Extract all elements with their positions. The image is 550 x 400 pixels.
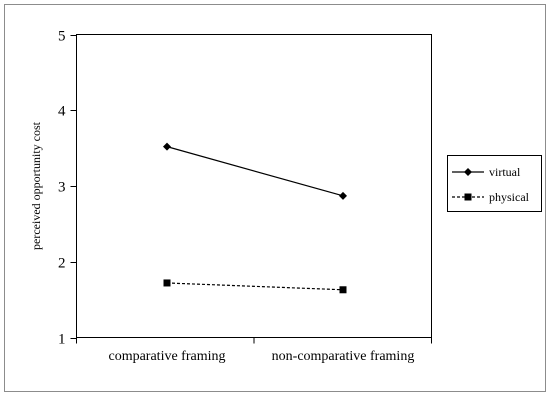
data-point-virtual [339,191,347,200]
y-tick-label: 2 [58,256,66,272]
legend: virtual physical [447,155,542,212]
series-physical [163,279,347,294]
legend-marker [464,193,472,201]
legend-item-physical: physical [452,190,530,204]
series-virtual [163,142,347,200]
legend-marker [464,168,472,176]
legend-box [447,155,542,212]
x-tick-label: comparative framing [108,349,225,364]
y-tick-label: 1 [58,332,66,348]
legend-label: physical [489,190,530,204]
y-axis: 1 2 3 4 5 [58,29,77,348]
x-tick-label: non-comparative framing [272,349,415,364]
y-axis-label: perceived opportunity cost [29,121,43,250]
x-axis: comparative framing non-comparative frami… [76,337,432,364]
series-line-virtual [166,146,344,197]
data-point-virtual [163,142,171,151]
series-layer [163,142,347,294]
legend-item-virtual: virtual [452,165,521,179]
y-tick-label: 3 [58,180,66,196]
y-tick-label: 4 [58,104,66,120]
data-point-physical [339,286,347,294]
data-point-physical [163,279,171,287]
y-tick-label: 5 [58,29,66,45]
series-line-physical [166,282,344,291]
legend-label: virtual [489,165,521,179]
plot-area [76,34,432,338]
